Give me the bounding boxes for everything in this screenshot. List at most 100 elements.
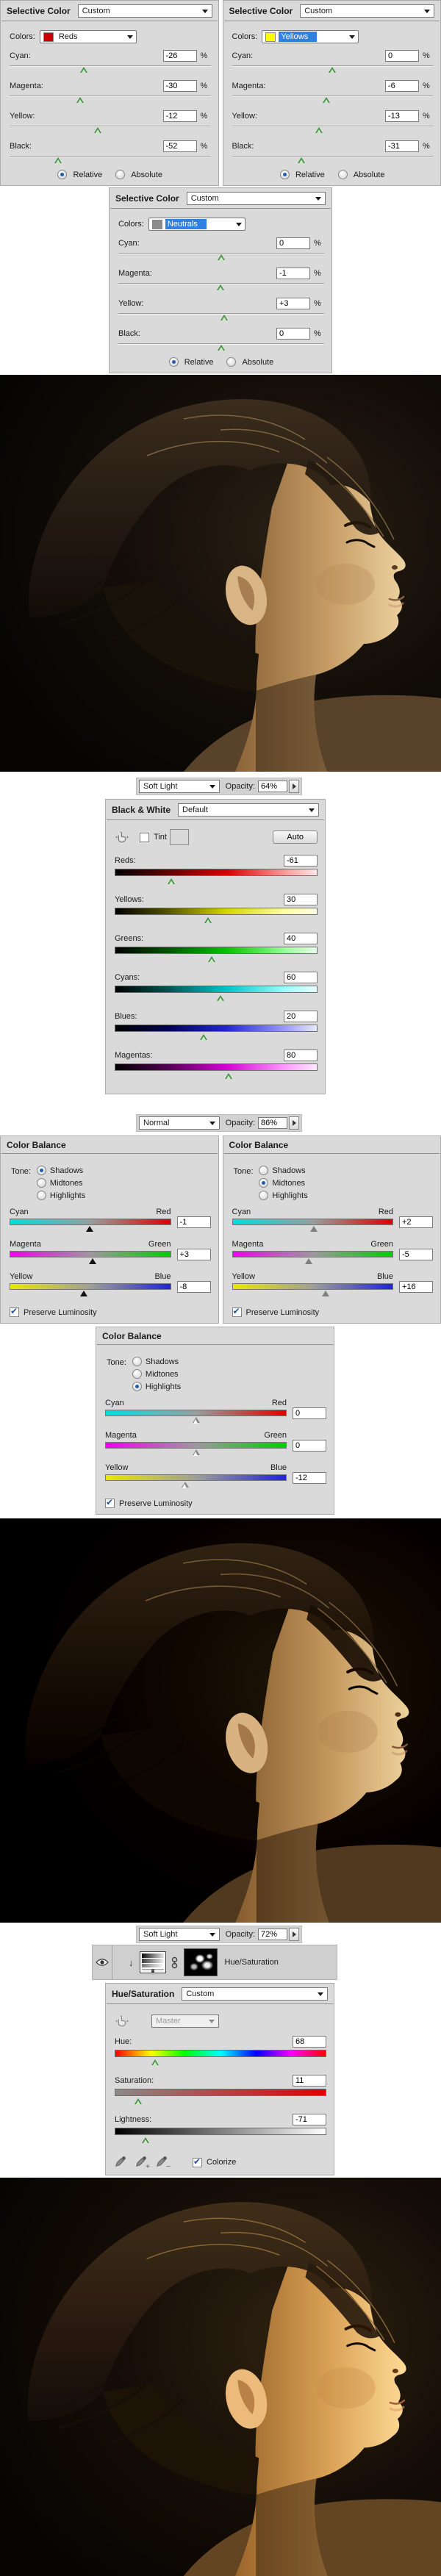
slider-thumb[interactable]	[54, 157, 62, 163]
magenta-slider[interactable]	[232, 94, 434, 104]
preset-dropdown[interactable]: Custom	[182, 1987, 328, 2001]
lightness-slider[interactable]	[115, 2136, 326, 2147]
shadows-radio[interactable]	[259, 1166, 268, 1175]
cyan-slider[interactable]	[10, 64, 211, 74]
slider-thumb[interactable]	[220, 315, 228, 320]
preset-dropdown[interactable]: Default	[178, 803, 319, 817]
yellow-blue-slider[interactable]	[10, 1290, 171, 1297]
highlights-radio[interactable]	[37, 1191, 46, 1200]
slider-thumb[interactable]	[151, 2059, 159, 2065]
magenta-green-bar[interactable]	[10, 1251, 171, 1257]
saturation-slider[interactable]	[115, 2098, 326, 2108]
cyan-red-bar[interactable]	[105, 1410, 287, 1416]
magenta-slider[interactable]	[118, 281, 324, 292]
cyan-red-slider[interactable]	[105, 1416, 287, 1424]
magenta-green-value-input[interactable]	[399, 1249, 433, 1260]
eyedropper-subtract-button[interactable]: −	[156, 2156, 169, 2169]
cyan-value-input[interactable]	[163, 50, 197, 62]
yellow-blue-slider[interactable]	[105, 1481, 287, 1488]
slider-thumb[interactable]	[89, 1258, 96, 1264]
yellow-blue-value-input[interactable]	[177, 1281, 211, 1293]
highlights-radio[interactable]	[132, 1382, 142, 1391]
targeted-adjustment-hand-icon[interactable]	[115, 831, 129, 843]
yellow-value-input[interactable]	[385, 110, 419, 122]
shadows-radio[interactable]	[132, 1357, 142, 1366]
eyedropper-sample-button[interactable]	[115, 2156, 128, 2169]
layer-mask-thumbnail[interactable]	[184, 1948, 218, 1976]
cyan-slider[interactable]	[118, 251, 324, 262]
greens-value-input[interactable]	[284, 933, 318, 944]
slider-thumb[interactable]	[135, 2098, 142, 2104]
slider-thumb[interactable]	[200, 1034, 207, 1040]
absolute-radio[interactable]	[338, 170, 348, 179]
blues-slider[interactable]	[115, 1033, 318, 1044]
slider-thumb[interactable]	[310, 1226, 318, 1232]
midtones-radio[interactable]	[132, 1369, 142, 1379]
layers-palette-row[interactable]: Hue/Saturation	[92, 1945, 337, 1980]
slider-thumb[interactable]	[204, 917, 212, 923]
saturation-value-input[interactable]	[293, 2075, 326, 2087]
lightness-value-input[interactable]	[293, 2114, 326, 2125]
slider-thumb[interactable]	[193, 1449, 200, 1455]
yellows-slider[interactable]	[115, 916, 318, 927]
preserve-luminosity-checkbox[interactable]	[105, 1499, 115, 1508]
greens-slider[interactable]	[115, 955, 318, 966]
yellows-value-input[interactable]	[284, 894, 318, 905]
magenta-slider[interactable]	[10, 94, 211, 104]
blues-gradient-bar[interactable]	[115, 1025, 318, 1032]
hue-slider[interactable]	[115, 2059, 326, 2069]
black-value-input[interactable]	[276, 328, 310, 340]
tint-color-swatch[interactable]	[170, 829, 189, 845]
opacity-popup-button[interactable]	[289, 1116, 299, 1130]
slider-thumb[interactable]	[225, 1073, 232, 1079]
magentas-value-input[interactable]	[284, 1050, 318, 1061]
tint-checkbox[interactable]	[140, 833, 149, 842]
magenta-green-value-input[interactable]	[293, 1440, 326, 1452]
adjustment-layer-thumbnail[interactable]	[140, 1951, 166, 1973]
slider-thumb[interactable]	[322, 1291, 329, 1296]
slider-thumb[interactable]	[298, 157, 305, 163]
yellow-slider[interactable]	[10, 124, 211, 134]
slider-thumb[interactable]	[86, 1226, 93, 1232]
colors-dropdown[interactable]: Neutrals	[148, 218, 245, 231]
magenta-value-input[interactable]	[385, 80, 419, 92]
relative-radio[interactable]	[169, 357, 179, 367]
cyan-value-input[interactable]	[276, 237, 310, 249]
black-slider[interactable]	[10, 154, 211, 165]
eyedropper-add-button[interactable]: +	[135, 2156, 148, 2169]
yellow-blue-value-input[interactable]	[293, 1472, 326, 1484]
midtones-radio[interactable]	[259, 1178, 268, 1188]
preset-dropdown[interactable]: Custom	[187, 192, 326, 205]
blend-mode-dropdown[interactable]: Normal	[139, 1116, 220, 1130]
magentas-gradient-bar[interactable]	[115, 1063, 318, 1071]
absolute-radio[interactable]	[115, 170, 125, 179]
slider-thumb[interactable]	[218, 345, 225, 351]
midtones-radio[interactable]	[37, 1178, 46, 1188]
cyan-red-slider[interactable]	[232, 1225, 394, 1233]
greens-gradient-bar[interactable]	[115, 947, 318, 954]
reds-slider[interactable]	[115, 878, 318, 888]
colors-dropdown[interactable]: Yellows	[262, 30, 359, 43]
slider-thumb[interactable]	[217, 284, 224, 290]
black-value-input[interactable]	[163, 140, 197, 152]
slider-thumb[interactable]	[217, 995, 224, 1001]
blend-mode-dropdown[interactable]: Soft Light	[139, 1928, 220, 1941]
relative-radio[interactable]	[280, 170, 290, 179]
yellow-slider[interactable]	[232, 124, 434, 134]
slider-thumb[interactable]	[182, 1482, 189, 1488]
magenta-green-slider[interactable]	[232, 1257, 394, 1265]
hue-value-input[interactable]	[293, 2036, 326, 2048]
opacity-popup-button[interactable]	[289, 1928, 299, 1941]
slider-thumb[interactable]	[208, 956, 215, 962]
yellow-slider[interactable]	[118, 312, 324, 322]
channel-dropdown[interactable]: Master	[151, 2014, 219, 2028]
cyans-value-input[interactable]	[284, 972, 318, 983]
opacity-input[interactable]	[258, 781, 287, 792]
highlights-radio[interactable]	[259, 1191, 268, 1200]
opacity-popup-button[interactable]	[289, 780, 299, 793]
colorize-checkbox[interactable]	[193, 2158, 202, 2167]
magenta-green-bar[interactable]	[232, 1251, 394, 1257]
cyan-red-bar[interactable]	[10, 1219, 171, 1225]
absolute-radio[interactable]	[226, 357, 236, 367]
preset-dropdown[interactable]: Custom	[300, 4, 434, 18]
